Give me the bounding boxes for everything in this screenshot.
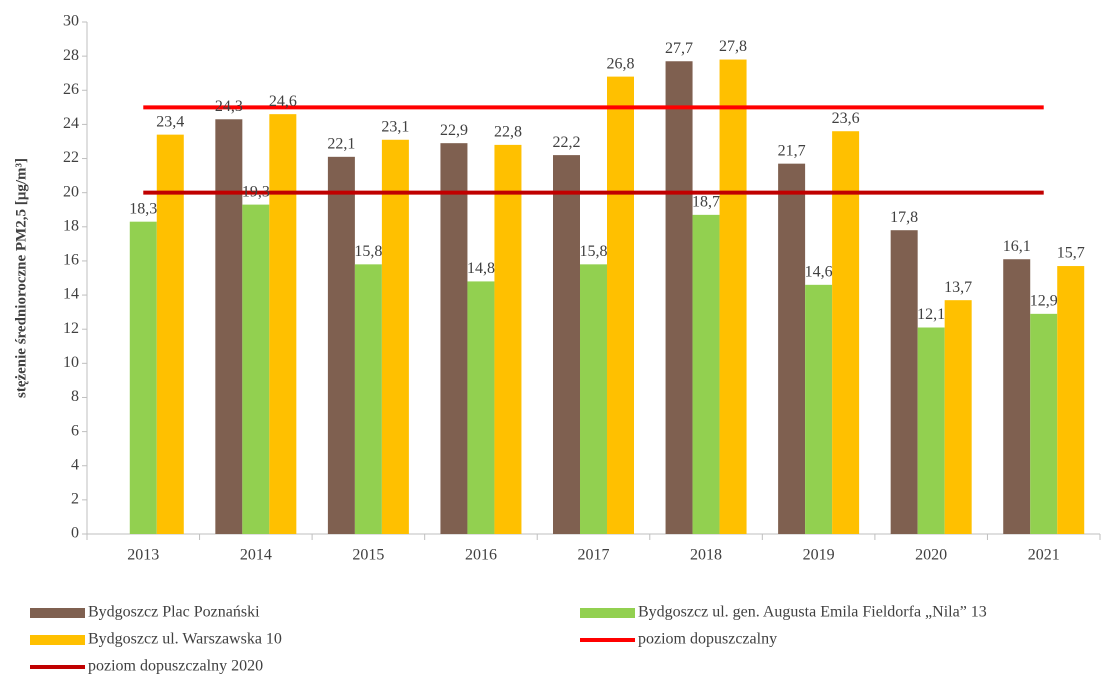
bar (354, 264, 382, 534)
legend-label: poziom dopuszczalny 2020 (88, 658, 263, 675)
data-label: 14,6 (805, 263, 833, 280)
bar (1003, 259, 1031, 534)
data-label: 23,1 (381, 118, 409, 135)
x-tick-label: 2021 (1028, 547, 1060, 564)
x-tick-label: 2017 (578, 547, 610, 564)
y-tick-label: 20 (63, 183, 79, 200)
bar (553, 155, 580, 534)
bar (778, 163, 806, 535)
data-label: 22,2 (553, 134, 581, 151)
data-label: 12,1 (917, 306, 945, 323)
data-label: 15,8 (354, 243, 382, 260)
x-tick-label: 2019 (803, 547, 835, 564)
y-tick-label: 24 (63, 115, 79, 132)
data-label: 18,7 (692, 194, 720, 211)
bar (580, 264, 607, 534)
bar (129, 221, 157, 534)
bar (269, 114, 297, 534)
data-label: 27,8 (719, 38, 747, 55)
data-label: 15,7 (1057, 245, 1085, 262)
bar (440, 143, 468, 534)
legend-swatch (30, 608, 85, 618)
legend-swatch (30, 635, 85, 645)
data-label: 24,6 (269, 93, 297, 110)
y-axis-label: stężenie średnioroczne PM2,5 [µg/m³] (13, 158, 29, 398)
y-tick-label: 30 (63, 13, 79, 30)
y-tick-label: 14 (63, 286, 79, 303)
x-tick-label: 2013 (127, 547, 159, 564)
data-label: 22,1 (327, 135, 355, 152)
bar (719, 59, 747, 535)
y-tick-label: 28 (63, 47, 79, 64)
data-label: 18,3 (129, 200, 157, 217)
y-tick-label: 6 (71, 422, 79, 439)
data-label: 17,8 (890, 209, 918, 226)
data-label: 22,8 (494, 124, 522, 141)
data-label: 22,9 (440, 122, 468, 139)
data-label: 23,4 (156, 113, 184, 130)
bar (242, 204, 270, 534)
bar (665, 61, 693, 535)
y-tick-label: 16 (63, 252, 79, 269)
x-tick-label: 2014 (240, 547, 272, 564)
x-tick-label: 2020 (915, 547, 947, 564)
y-tick-label: 2 (71, 491, 79, 508)
bar (1030, 313, 1058, 534)
x-tick-label: 2018 (690, 547, 722, 564)
data-label: 19,3 (242, 183, 270, 200)
bar (832, 131, 860, 534)
x-tick-label: 2015 (352, 547, 384, 564)
data-label: 12,9 (1030, 293, 1058, 310)
legend-label: Bydgoszcz Plac Poznański (88, 604, 260, 621)
y-tick-label: 8 (71, 388, 79, 405)
x-tick-label: 2016 (465, 547, 497, 564)
data-label: 23,6 (832, 110, 860, 127)
bar (494, 144, 522, 534)
bar (805, 284, 833, 534)
data-label: 27,7 (665, 40, 693, 57)
legend-label: poziom dopuszczalny (638, 631, 777, 648)
y-tick-label: 4 (71, 456, 79, 473)
y-tick-label: 26 (63, 81, 79, 98)
y-tick-label: 18 (63, 217, 79, 234)
data-label: 26,8 (607, 55, 635, 72)
bar (381, 139, 409, 534)
data-label: 21,7 (778, 142, 806, 159)
bar (917, 327, 945, 534)
bar (692, 214, 720, 534)
legend-label: Bydgoszcz ul. Warszawska 10 (88, 631, 282, 648)
y-tick-label: 12 (63, 320, 79, 337)
data-label: 16,1 (1003, 238, 1031, 255)
data-label: 24,3 (215, 98, 243, 115)
legend-label: Bydgoszcz ul. gen. Augusta Emila Fieldor… (638, 604, 987, 621)
bar (327, 156, 355, 534)
bar (1057, 266, 1085, 534)
y-tick-label: 0 (71, 525, 79, 542)
data-label: 15,8 (580, 243, 608, 260)
data-label: 14,8 (467, 260, 495, 277)
bar (607, 76, 634, 534)
bar (890, 230, 918, 535)
bar (467, 281, 495, 534)
legend-swatch (580, 608, 635, 618)
y-tick-label: 22 (63, 149, 79, 166)
data-label: 13,7 (944, 279, 972, 296)
bar (215, 119, 243, 534)
y-tick-label: 10 (63, 354, 79, 371)
bar (156, 134, 184, 534)
bar (944, 300, 972, 534)
